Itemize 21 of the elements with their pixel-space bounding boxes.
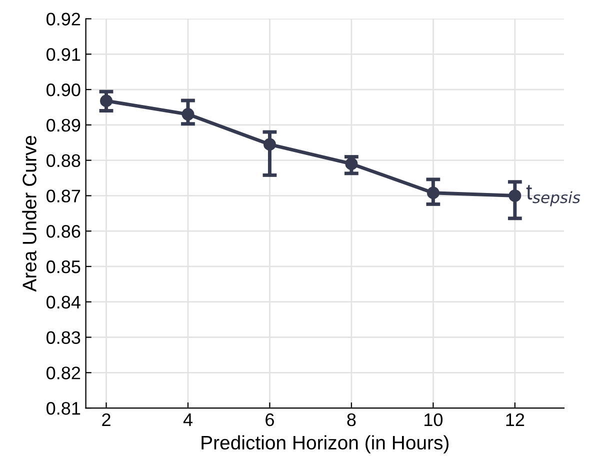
y-axis-title: Area Under Curve bbox=[22, 136, 36, 292]
y-tick-label: 0.86 bbox=[46, 225, 80, 238]
y-tick-label: 0.82 bbox=[46, 366, 80, 380]
y-tick-label: 0.83 bbox=[46, 331, 80, 344]
y-tick-label: 0.81 bbox=[46, 402, 80, 415]
y-tick-label: 0.89 bbox=[46, 118, 80, 132]
x-tick-label: 10 bbox=[424, 413, 443, 426]
x-tick-label: 8 bbox=[347, 413, 356, 426]
y-tick-label: 0.87 bbox=[46, 190, 80, 202]
x-tick-label: 2 bbox=[102, 413, 110, 426]
y-tick-label: 0.91 bbox=[46, 48, 80, 61]
y-tick-label: 0.84 bbox=[46, 296, 80, 309]
x-tick-label: 6 bbox=[266, 413, 274, 426]
x-axis-title: Prediction Horizon (in Hours) bbox=[202, 435, 449, 454]
x-tick-label: 4 bbox=[183, 414, 192, 426]
y-tick-label: 0.85 bbox=[46, 260, 80, 274]
x-tick-label: 12 bbox=[506, 413, 524, 426]
annotation: t$_{sepsis}$ bbox=[526, 185, 580, 206]
y-tick-label: 0.90 bbox=[46, 83, 80, 96]
y-tick-label: 0.92 bbox=[46, 12, 80, 26]
y-tick-label: 0.88 bbox=[46, 154, 80, 168]
